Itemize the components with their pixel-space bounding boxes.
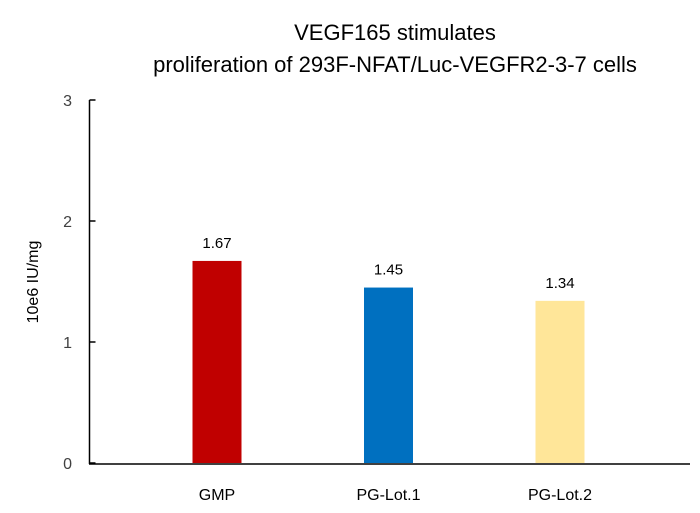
category-labels: GMP PG-Lot.1 PG-Lot.2 [199,487,592,504]
x-category-label: PG-Lot.2 [528,487,592,504]
y-tick-label: 2 [63,214,72,231]
y-axis-ticks: 0 1 2 3 [63,93,96,473]
y-tick-label: 0 [63,456,72,473]
bar-gmp [192,260,242,463]
data-label: 1.34 [545,275,574,292]
data-label: 1.45 [374,262,403,279]
bars [192,260,585,463]
x-category-label: GMP [199,487,235,504]
x-category-label: PG-Lot.1 [356,487,420,504]
bar-pg-lot-1 [364,287,413,463]
y-tick-label: 1 [63,335,72,352]
data-label: 1.67 [202,235,231,252]
bar-pg-lot-2 [535,300,585,463]
y-axis-label: 10e6 IU/mg [25,241,42,324]
y-tick-label: 3 [63,93,72,110]
chart-title-line-1: VEGF165 stimulates [294,20,496,45]
chart-title-line-2: proliferation of 293F-NFAT/Luc-VEGFR2-3-… [153,52,637,77]
data-labels: 1.67 1.45 1.34 [202,235,574,292]
